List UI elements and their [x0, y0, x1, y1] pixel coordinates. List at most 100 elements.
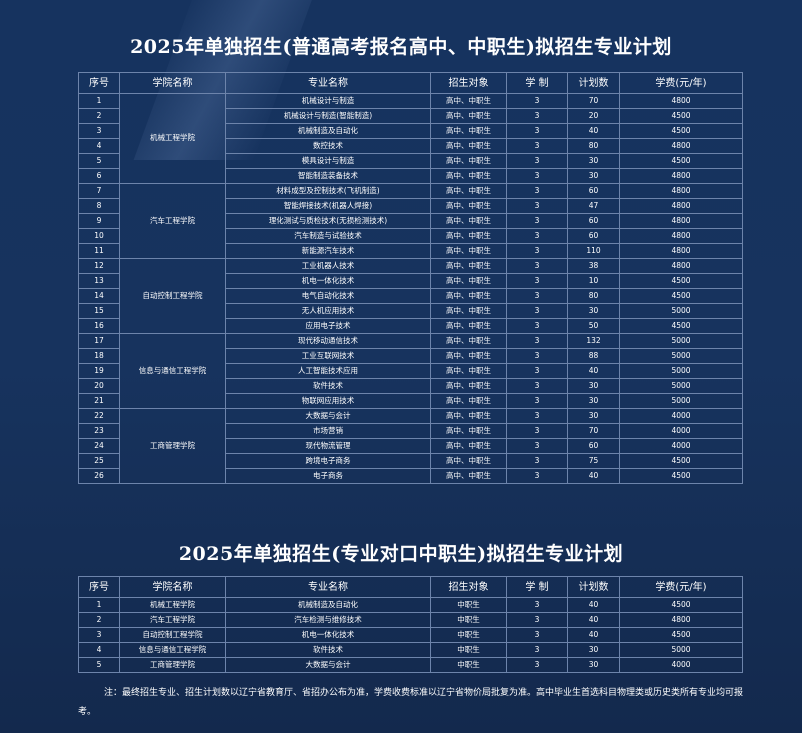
- cell-years: 3: [506, 183, 568, 199]
- cell-plan: 30: [567, 408, 620, 424]
- cell-plan: 38: [567, 258, 620, 274]
- cell-no: 7: [78, 183, 120, 199]
- cell-major: 工业机器人技术: [225, 258, 431, 274]
- cell-target: 高中、中职生: [430, 393, 507, 409]
- cell-college: 自动控制工程学院: [119, 627, 226, 643]
- cell-years: 3: [506, 168, 568, 184]
- cell-major: 大数据与会计: [225, 657, 431, 673]
- cell-no: 14: [78, 288, 120, 304]
- cell-fee: 4800: [619, 258, 743, 274]
- cell-target: 高中、中职生: [430, 408, 507, 424]
- cell-fee: 5000: [619, 393, 743, 409]
- table-row: 5 工商管理学院 大数据与会计 中职生 3 30 4000: [78, 657, 743, 673]
- cell-college: 自动控制工程学院: [119, 258, 226, 334]
- table-row: 9 理化测试与质检技术(无损检测技术) 高中、中职生 3 60 4800: [78, 213, 743, 229]
- cell-no: 1: [78, 93, 120, 109]
- cell-years: 3: [506, 153, 568, 169]
- cell-target: 高中、中职生: [430, 213, 507, 229]
- cell-years: 3: [506, 303, 568, 319]
- cell-no: 10: [78, 228, 120, 244]
- header-college: 学院名称: [119, 72, 226, 94]
- cell-years: 3: [506, 318, 568, 334]
- cell-major: 机电一体化技术: [225, 273, 431, 289]
- cell-no: 11: [78, 243, 120, 259]
- cell-plan: 40: [567, 627, 620, 643]
- cell-years: 3: [506, 423, 568, 439]
- cell-target: 高中、中职生: [430, 228, 507, 244]
- header-target: 招生对象: [430, 576, 507, 598]
- table-row: 4 信息与通信工程学院 软件技术 中职生 3 30 5000: [78, 642, 743, 658]
- header-fee: 学费(元/年): [619, 576, 743, 598]
- table-row: 24 现代物流管理 高中、中职生 3 60 4000: [78, 438, 743, 454]
- cell-target: 高中、中职生: [430, 258, 507, 274]
- cell-no: 18: [78, 348, 120, 364]
- table-row: 20 软件技术 高中、中职生 3 30 5000: [78, 378, 743, 394]
- cell-major: 现代物流管理: [225, 438, 431, 454]
- table-row: 17 信息与通信工程学院 现代移动通信技术 高中、中职生 3 132 5000: [78, 333, 743, 409]
- table1-body: 1 机械工程学院 机械设计与制造 高中、中职生 3 70 4800 2 机械设计与制造(智能制造…: [78, 93, 743, 484]
- cell-plan: 110: [567, 243, 620, 259]
- cell-no: 17: [78, 333, 120, 349]
- cell-no: 8: [78, 198, 120, 214]
- cell-major: 现代移动通信技术: [225, 333, 431, 349]
- cell-no: 4: [78, 642, 120, 658]
- cell-target: 高中、中职生: [430, 378, 507, 394]
- cell-no: 2: [78, 108, 120, 124]
- cell-years: 3: [506, 333, 568, 349]
- cell-fee: 4000: [619, 423, 743, 439]
- table-row: 4 数控技术 高中、中职生 3 80 4800: [78, 138, 743, 154]
- cell-no: 24: [78, 438, 120, 454]
- cell-target: 高中、中职生: [430, 468, 507, 484]
- cell-years: 3: [506, 243, 568, 259]
- header-major: 专业名称: [225, 576, 431, 598]
- cell-major: 工业互联网技术: [225, 348, 431, 364]
- cell-years: 3: [506, 453, 568, 469]
- header-no: 序号: [78, 576, 120, 598]
- cell-plan: 40: [567, 612, 620, 628]
- cell-years: 3: [506, 627, 568, 643]
- cell-years: 3: [506, 273, 568, 289]
- cell-target: 高中、中职生: [430, 273, 507, 289]
- cell-plan: 40: [567, 123, 620, 139]
- cell-plan: 75: [567, 453, 620, 469]
- header-fee: 学费(元/年): [619, 72, 743, 94]
- cell-major: 软件技术: [225, 642, 431, 658]
- cell-major: 无人机应用技术: [225, 303, 431, 319]
- cell-college: 工商管理学院: [119, 408, 226, 484]
- cell-plan: 40: [567, 363, 620, 379]
- cell-fee: 4500: [619, 288, 743, 304]
- table-row: 2 汽车工程学院 汽车检测与维修技术 中职生 3 40 4800: [78, 612, 743, 628]
- cell-plan: 30: [567, 378, 620, 394]
- table-row: 22 工商管理学院 大数据与会计 高中、中职生 3 30 4000: [78, 408, 743, 484]
- cell-major: 市场营销: [225, 423, 431, 439]
- table-row: 7 汽车工程学院 材料成型及控制技术(飞机制造) 高中、中职生 3 60 4800: [78, 183, 743, 259]
- cell-major: 机械设计与制造(智能制造): [225, 108, 431, 124]
- cell-major: 电气自动化技术: [225, 288, 431, 304]
- cell-major: 汽车制造与试验技术: [225, 228, 431, 244]
- cell-no: 4: [78, 138, 120, 154]
- cell-target: 中职生: [430, 627, 507, 643]
- cell-target: 高中、中职生: [430, 93, 507, 109]
- header-no: 序号: [78, 72, 120, 94]
- table-row: 26 电子商务 高中、中职生 3 40 4500: [78, 468, 743, 484]
- cell-years: 3: [506, 363, 568, 379]
- cell-target: 高中、中职生: [430, 423, 507, 439]
- cell-years: 3: [506, 378, 568, 394]
- cell-fee: 4800: [619, 243, 743, 259]
- cell-fee: 4500: [619, 627, 743, 643]
- cell-major: 电子商务: [225, 468, 431, 484]
- cell-fee: 4500: [619, 108, 743, 124]
- header-college: 学院名称: [119, 576, 226, 598]
- cell-major: 机电一体化技术: [225, 627, 431, 643]
- cell-years: 3: [506, 258, 568, 274]
- cell-plan: 10: [567, 273, 620, 289]
- cell-college: 工商管理学院: [119, 657, 226, 673]
- table-row: 3 自动控制工程学院 机电一体化技术 中职生 3 40 4500: [78, 627, 743, 643]
- cell-no: 3: [78, 123, 120, 139]
- cell-no: 16: [78, 318, 120, 334]
- cell-no: 3: [78, 627, 120, 643]
- cell-plan: 80: [567, 138, 620, 154]
- cell-years: 3: [506, 93, 568, 109]
- cell-no: 5: [78, 153, 120, 169]
- cell-major: 跨境电子商务: [225, 453, 431, 469]
